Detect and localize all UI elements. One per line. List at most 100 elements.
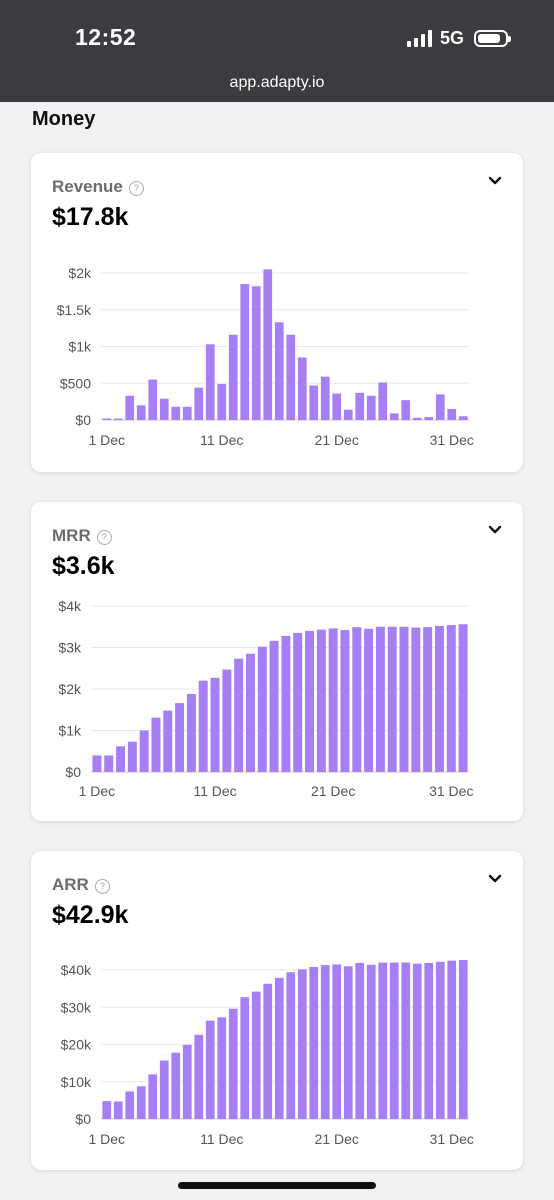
bar[interactable] [194, 1034, 204, 1119]
bar[interactable] [343, 409, 353, 420]
chevron-down-icon[interactable] [485, 171, 505, 191]
bar[interactable] [309, 967, 319, 1119]
bar[interactable] [286, 334, 296, 420]
bar[interactable] [159, 1060, 169, 1119]
bar[interactable] [389, 413, 399, 420]
bar[interactable] [411, 627, 421, 772]
bar[interactable] [447, 960, 457, 1119]
bar[interactable] [245, 653, 255, 772]
bar[interactable] [305, 630, 315, 772]
bar[interactable] [198, 680, 208, 772]
bar[interactable] [309, 385, 319, 420]
bar[interactable] [364, 628, 374, 772]
bar[interactable] [217, 1017, 227, 1119]
bar[interactable] [412, 417, 422, 420]
bar[interactable] [113, 418, 123, 421]
bar[interactable] [263, 269, 273, 420]
bar[interactable] [458, 416, 468, 420]
bar[interactable] [293, 632, 303, 772]
bar[interactable] [355, 962, 365, 1119]
bar[interactable] [340, 630, 350, 772]
bar[interactable] [355, 392, 365, 420]
bar[interactable] [222, 669, 232, 773]
bar[interactable] [148, 379, 158, 420]
address-bar-url[interactable]: app.adapty.io [229, 74, 325, 91]
bar[interactable] [435, 394, 445, 420]
bar[interactable] [378, 382, 388, 420]
bar[interactable] [151, 717, 161, 772]
bar[interactable] [186, 693, 196, 772]
bar[interactable] [194, 387, 204, 420]
bar[interactable] [104, 755, 114, 772]
bar[interactable] [116, 746, 126, 772]
bar[interactable] [343, 966, 353, 1119]
bar[interactable] [175, 703, 185, 772]
bar[interactable] [352, 627, 362, 772]
bar[interactable] [401, 962, 411, 1119]
bar[interactable] [281, 635, 291, 772]
help-icon[interactable]: ? [96, 530, 112, 545]
bar[interactable] [171, 406, 181, 420]
bar[interactable] [125, 1091, 135, 1119]
bar[interactable] [125, 395, 135, 420]
bar[interactable] [423, 627, 433, 772]
bar[interactable] [316, 629, 326, 772]
bar[interactable] [447, 408, 457, 420]
bar[interactable] [401, 400, 411, 420]
bar[interactable] [320, 965, 330, 1119]
bar[interactable] [240, 997, 250, 1119]
bar[interactable] [458, 959, 468, 1119]
bar[interactable] [332, 393, 342, 420]
bar[interactable] [136, 405, 146, 420]
bar[interactable] [424, 962, 434, 1119]
bar[interactable] [320, 376, 330, 420]
bar[interactable] [92, 755, 102, 772]
bar[interactable] [113, 1101, 123, 1119]
bar[interactable] [240, 284, 250, 420]
bar[interactable] [217, 383, 227, 420]
bar[interactable] [389, 962, 399, 1119]
bar[interactable] [332, 964, 342, 1119]
bar[interactable] [251, 286, 261, 420]
bar[interactable] [182, 406, 192, 420]
bar[interactable] [139, 730, 149, 773]
bar[interactable] [446, 625, 456, 772]
bar[interactable] [328, 628, 338, 772]
bar[interactable] [286, 972, 296, 1119]
bar[interactable] [297, 969, 307, 1119]
bar[interactable] [127, 741, 137, 772]
bar[interactable] [251, 991, 261, 1119]
bar[interactable] [148, 1074, 158, 1119]
bar[interactable] [228, 334, 238, 420]
bar[interactable] [205, 344, 215, 420]
bar[interactable] [163, 710, 173, 772]
bar[interactable] [274, 977, 284, 1119]
chevron-down-icon[interactable] [485, 869, 505, 889]
bar[interactable] [274, 322, 284, 420]
bar[interactable] [102, 418, 112, 421]
bar[interactable] [257, 646, 267, 772]
bar[interactable] [136, 1086, 146, 1119]
bar[interactable] [412, 963, 422, 1119]
bar[interactable] [387, 626, 397, 772]
bar[interactable] [399, 626, 409, 772]
bar[interactable] [269, 640, 279, 772]
bar[interactable] [234, 658, 244, 772]
help-icon[interactable]: ? [128, 181, 144, 196]
help-icon[interactable]: ? [94, 879, 110, 894]
chevron-down-icon[interactable] [485, 520, 505, 540]
bar[interactable] [375, 626, 385, 772]
bar[interactable] [210, 677, 220, 772]
bar[interactable] [366, 964, 376, 1119]
bar[interactable] [434, 625, 444, 772]
bar[interactable] [424, 417, 434, 420]
bar[interactable] [102, 1101, 112, 1119]
bar[interactable] [205, 1020, 215, 1119]
home-indicator[interactable] [178, 1182, 376, 1189]
bar[interactable] [366, 395, 376, 420]
bar[interactable] [263, 983, 273, 1119]
bar[interactable] [458, 624, 468, 772]
bar[interactable] [171, 1052, 181, 1119]
bar[interactable] [378, 962, 388, 1119]
bar[interactable] [435, 961, 445, 1119]
